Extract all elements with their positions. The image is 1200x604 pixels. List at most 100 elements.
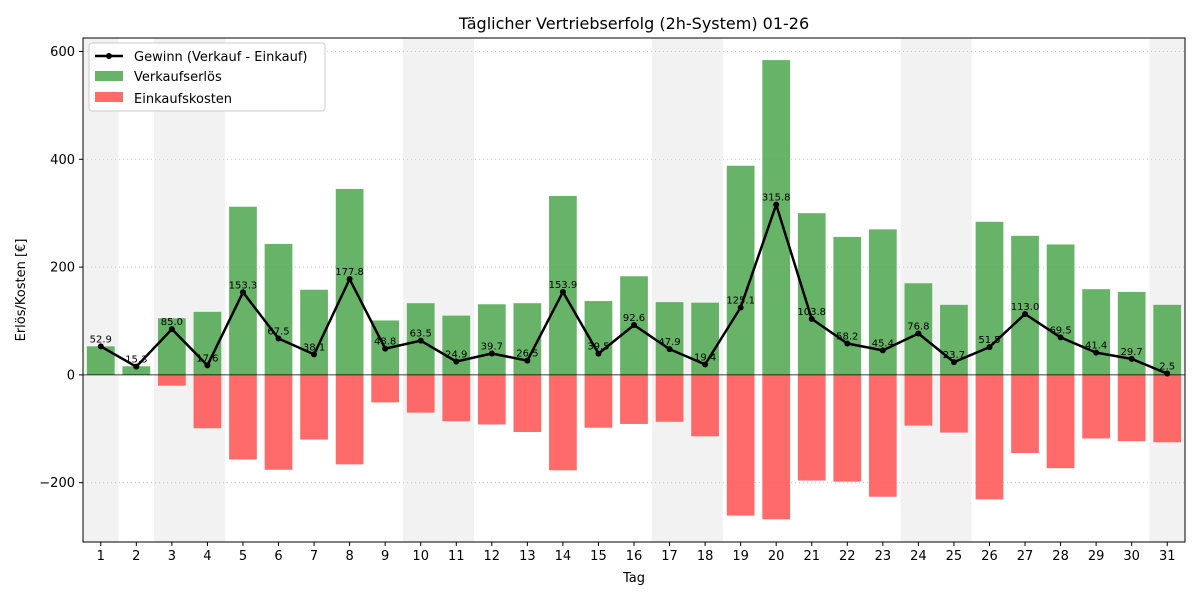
cost-bar bbox=[193, 374, 222, 429]
cost-bar bbox=[335, 374, 364, 465]
x-tick-label: 31 bbox=[1159, 549, 1176, 564]
profit-value-label: 29.7 bbox=[1121, 347, 1143, 358]
profit-value-label: 69.5 bbox=[1049, 325, 1071, 336]
profit-point bbox=[204, 362, 211, 369]
y-tick-label: 200 bbox=[50, 261, 75, 276]
profit-value-label: 48.8 bbox=[374, 337, 396, 348]
profit-value-label: 19.4 bbox=[694, 352, 716, 363]
x-tick-label: 28 bbox=[1052, 549, 1069, 564]
cost-bar bbox=[975, 374, 1004, 500]
profit-value-label: 67.5 bbox=[267, 327, 289, 338]
profit-value-label: 47.9 bbox=[658, 337, 680, 348]
revenue-bar bbox=[1082, 289, 1110, 375]
shaded-day-band bbox=[936, 38, 972, 542]
legend-box bbox=[88, 42, 326, 112]
x-tick-label: 6 bbox=[274, 549, 282, 564]
cost-bar bbox=[229, 374, 257, 460]
profit-value-label: 103.8 bbox=[797, 307, 826, 318]
profit-point bbox=[524, 357, 531, 364]
x-tick-label: 9 bbox=[381, 549, 389, 564]
profit-value-label: 15.3 bbox=[125, 355, 147, 366]
chart-title: Täglicher Vertriebserfolg (2h-System) 01… bbox=[458, 14, 809, 33]
revenue-bar bbox=[1153, 304, 1182, 375]
cost-bar bbox=[1046, 374, 1075, 469]
profit-point bbox=[453, 358, 460, 365]
shaded-day-band bbox=[402, 38, 439, 542]
legend-label-profit: Gewinn (Verkauf - Einkauf) bbox=[134, 50, 307, 65]
revenue-bar bbox=[904, 283, 933, 375]
profit-value-label: 17.6 bbox=[196, 353, 218, 364]
cost-bar bbox=[833, 374, 862, 482]
profit-point bbox=[133, 363, 140, 370]
profit-value-label: 39.7 bbox=[481, 341, 503, 352]
profit-point bbox=[346, 276, 353, 283]
y-tick-label: 600 bbox=[50, 45, 75, 60]
profit-point bbox=[1057, 334, 1064, 341]
profit-value-label: 38.1 bbox=[303, 342, 325, 353]
x-tick-label: 17 bbox=[661, 549, 678, 564]
profit-point bbox=[950, 359, 957, 366]
profit-point bbox=[666, 346, 673, 353]
x-tick-label: 15 bbox=[590, 549, 607, 564]
profit-point bbox=[595, 350, 602, 357]
profit-value-label: 26.5 bbox=[516, 349, 538, 360]
profit-point bbox=[808, 315, 815, 322]
x-tick-label: 26 bbox=[981, 549, 998, 564]
x-tick-label: 4 bbox=[203, 549, 211, 564]
y-tick-label: 0 bbox=[67, 368, 75, 383]
revenue-bar bbox=[477, 304, 506, 375]
shaded-day-band bbox=[154, 38, 190, 542]
shaded-day-band bbox=[189, 38, 226, 542]
profit-value-label: 23.7 bbox=[943, 350, 965, 361]
legend-label-revenue: Verkaufserlös bbox=[134, 70, 222, 85]
x-tick-label: 20 bbox=[768, 549, 785, 564]
profit-point bbox=[986, 344, 993, 351]
profit-point bbox=[737, 304, 744, 311]
profit-point bbox=[1093, 349, 1100, 356]
cost-bar bbox=[620, 374, 648, 424]
shaded-day-band bbox=[687, 38, 723, 542]
x-tick-label: 18 bbox=[697, 549, 714, 564]
profit-value-label: 45.4 bbox=[872, 338, 894, 349]
x-tick-label: 2 bbox=[132, 549, 140, 564]
profit-value-label: 39.5 bbox=[587, 342, 609, 353]
profit-point bbox=[239, 289, 246, 296]
cost-bar bbox=[371, 374, 400, 403]
revenue-bar bbox=[797, 213, 826, 375]
legend-swatch-cost bbox=[95, 92, 123, 102]
x-tick-label: 30 bbox=[1123, 549, 1140, 564]
profit-point bbox=[844, 340, 851, 347]
x-axis-label: Tag bbox=[622, 571, 645, 586]
profit-value-label: 315.8 bbox=[762, 193, 791, 204]
profit-point bbox=[97, 343, 104, 350]
x-tick-label: 14 bbox=[555, 549, 572, 564]
profit-value-label: 153.3 bbox=[229, 280, 258, 291]
profit-value-label: 92.6 bbox=[623, 313, 645, 324]
cost-bar bbox=[442, 374, 471, 422]
cost-bar bbox=[584, 374, 613, 428]
cost-bar bbox=[1082, 374, 1110, 439]
cost-bar bbox=[868, 374, 897, 497]
x-tick-label: 7 bbox=[310, 549, 318, 564]
shaded-day-band bbox=[651, 38, 688, 542]
profit-point bbox=[311, 351, 318, 358]
cost-bar bbox=[904, 374, 933, 426]
profit-value-label: 41.4 bbox=[1085, 341, 1107, 352]
legend: Gewinn (Verkauf - Einkauf) Verkaufserlös… bbox=[88, 42, 326, 112]
revenue-bar bbox=[442, 315, 471, 375]
revenue-bar bbox=[762, 60, 791, 375]
x-tick-label: 1 bbox=[97, 549, 105, 564]
shaded-day-band bbox=[438, 38, 475, 542]
profit-point bbox=[1128, 355, 1135, 362]
x-tick-label: 25 bbox=[946, 549, 963, 564]
revenue-bar bbox=[726, 165, 755, 375]
legend-line-marker bbox=[106, 53, 112, 59]
cost-bar bbox=[549, 374, 577, 471]
cost-bar bbox=[726, 374, 755, 516]
revenue-bar bbox=[122, 366, 151, 375]
x-tick-label: 8 bbox=[345, 549, 353, 564]
x-tick-label: 12 bbox=[484, 549, 501, 564]
profit-point bbox=[382, 345, 389, 352]
x-tick-label: 5 bbox=[239, 549, 247, 564]
